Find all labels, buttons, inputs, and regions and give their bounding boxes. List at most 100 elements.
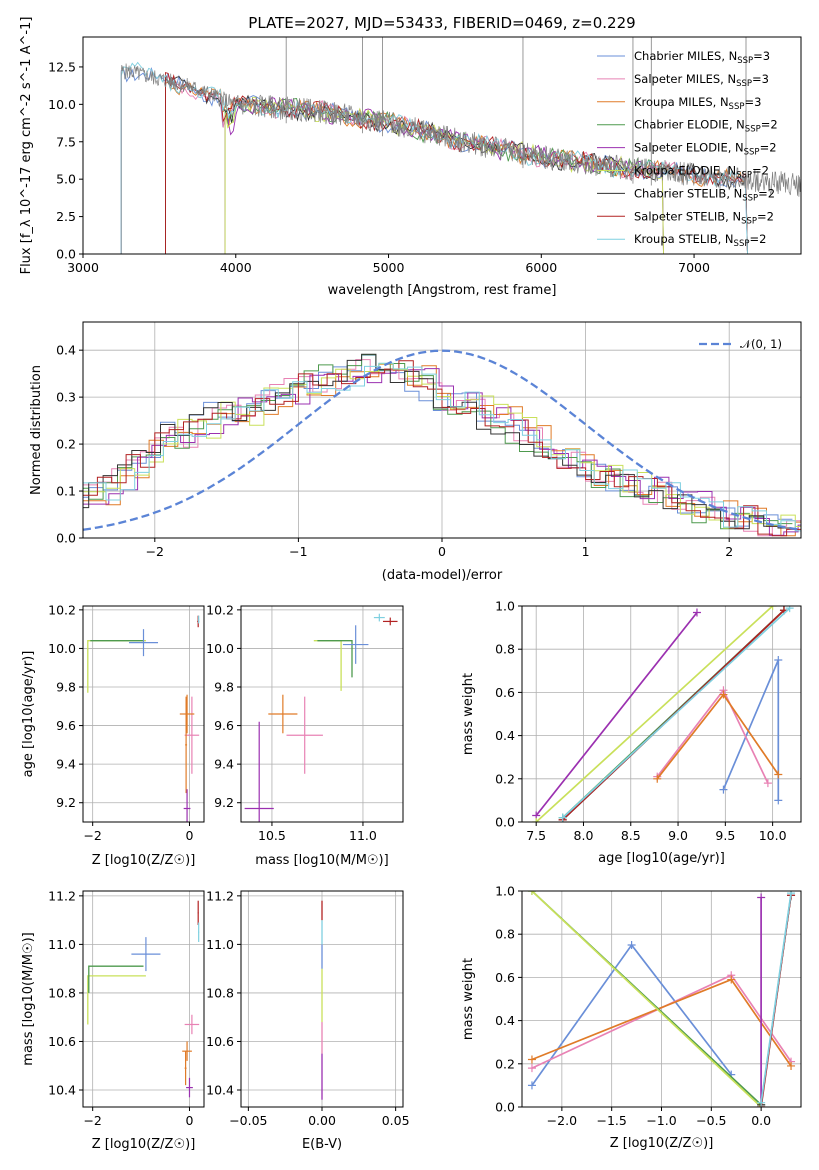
mass-z-ylabel: mass [log10(M/M☉)] [21, 932, 36, 1065]
data-spectrum-line [83, 63, 801, 254]
age-mass-xtick-label: 11.0 [349, 828, 377, 843]
hist-xtick-label: 1 [582, 544, 590, 559]
weight-marker [727, 975, 736, 984]
legend-entry: Salpeter ELODIE, NSSP=2 [634, 141, 777, 158]
error-line [88, 965, 144, 993]
weight-age-xlabel: age [log10(age/yr)] [598, 851, 725, 866]
weight-age-ytick-label: 1.0 [495, 599, 515, 614]
weight-marker [527, 1081, 536, 1090]
mass-ebv-ytick-label: 10.8 [206, 985, 234, 1000]
hist-plot-area [83, 349, 801, 537]
spectrum-ytick-label: 2.5 [56, 209, 76, 224]
weight-z-ytick-label: 0.8 [495, 927, 515, 942]
weight-marker [653, 774, 662, 783]
hist-ytick-label: 0.2 [56, 437, 76, 452]
age-z-xtick-label: −2 [83, 828, 101, 843]
weight-line [531, 891, 762, 1107]
residual-histogram [83, 368, 801, 536]
mass-z-ytick-label: 10.8 [48, 985, 76, 1000]
weight-age-xtick-label: 8.5 [621, 828, 641, 843]
weight-marker [527, 1064, 536, 1073]
weight-marker [768, 606, 777, 610]
weight-marker [757, 893, 766, 902]
spectrum-xtick-label: 6000 [525, 260, 557, 275]
mass-ebv-xtick-label: −0.05 [229, 1113, 267, 1128]
weight-z-xtick-label: −1.5 [596, 1113, 626, 1128]
weight-z-ytick-label: 0.6 [495, 970, 515, 985]
age-mass-ytick-label: 9.8 [214, 680, 234, 695]
spectrum-xtick-label: 3000 [67, 260, 99, 275]
legend-entry: 𝒩(0, 1) [740, 337, 782, 351]
weight-age-xtick-label: 9.0 [668, 828, 688, 843]
age-z-ytick-label: 9.8 [56, 680, 76, 695]
age-mass-ytick-label: 9.2 [214, 795, 234, 810]
weight-z-xtick-label: −2.0 [547, 1113, 577, 1128]
spectrum-ytick-label: 0.0 [56, 247, 76, 262]
legend-entry: Chabrier ELODIE, NSSP=2 [634, 118, 778, 135]
gaussian-curve [83, 349, 801, 531]
hist-xtick-label: 0 [438, 544, 446, 559]
weight-z-ylabel: mass weight [461, 958, 476, 1040]
hist-xlabel: (data-model)/error [382, 568, 503, 583]
mass-ebv-ytick-label: 11.0 [206, 937, 234, 952]
weight-z-plot-area [527, 891, 796, 1107]
age-z-ytick-label: 10.0 [48, 641, 76, 656]
weight-age-ylabel: mass weight [461, 673, 476, 755]
weight-age-ytick-label: 0.2 [495, 771, 515, 786]
spectrum-title: PLATE=2027, MJD=53433, FIBERID=0469, z=0… [248, 14, 635, 32]
hist-xtick-label: −2 [146, 544, 164, 559]
weight-line [535, 611, 698, 817]
spectrum-ytick-label: 10.0 [48, 97, 76, 112]
age-mass-ytick-label: 10.2 [206, 602, 234, 617]
weight-line [535, 606, 774, 822]
hist-ytick-label: 0.0 [56, 531, 76, 546]
legend-entry: Kroupa STELIB, NSSP=2 [634, 232, 766, 249]
model-spectrum-line [222, 97, 669, 254]
weight-marker [763, 779, 772, 788]
weight-marker [787, 1061, 796, 1070]
hist-ytick-label: 0.3 [56, 390, 76, 405]
mass-z-axes [82, 890, 205, 1108]
mass-ebv-xlabel: E(B-V) [302, 1137, 342, 1152]
weight-age-axes [521, 605, 802, 823]
spectrum-ytick-label: 12.5 [48, 59, 76, 74]
weight-line [562, 607, 791, 819]
age-mass-xlabel: mass [log10(M/M☉)] [255, 853, 388, 868]
hist-ytick-label: 0.1 [56, 484, 76, 499]
weight-z-axes [521, 890, 802, 1108]
hist-ylabel: Normed distribution [29, 365, 44, 495]
age-z-xtick-label: 0 [186, 828, 194, 843]
residual-histogram [83, 360, 801, 537]
weight-marker [719, 785, 728, 794]
weight-age-ytick-label: 0.4 [495, 728, 515, 743]
age-z-ylabel: age [log10(age/yr)] [21, 651, 36, 778]
model-spectrum-line [222, 96, 669, 254]
age-mass-plot-area [244, 613, 398, 822]
legend-entry: Kroupa MILES, NSSP=3 [634, 95, 761, 112]
weight-z-xtick-label: 0.0 [751, 1113, 771, 1128]
age-mass-ytick-label: 9.4 [214, 757, 234, 772]
weight-age-ytick-label: 0.8 [495, 642, 515, 657]
weight-age-xtick-label: 7.5 [526, 828, 546, 843]
weight-marker [719, 690, 728, 699]
age-z-ytick-label: 10.2 [48, 602, 76, 617]
error-line [87, 975, 146, 1025]
legend-entry: Kroupa ELODIE, NSSP=2 [634, 164, 769, 181]
age-z-plot-area [87, 615, 200, 822]
mass-ebv-ytick-label: 11.2 [206, 888, 234, 903]
weight-age-ytick-label: 0.6 [495, 685, 515, 700]
weight-line [760, 893, 792, 1103]
weight-marker [774, 770, 783, 779]
weight-marker [785, 606, 794, 613]
mass-z-plot-area [87, 900, 200, 1098]
weight-line [722, 659, 780, 801]
weight-marker [532, 818, 541, 822]
residual-histogram [83, 362, 801, 532]
weight-marker [527, 1055, 536, 1064]
weight-z-ytick-label: 0.0 [495, 1100, 515, 1115]
legend-entry: Salpeter STELIB, NSSP=2 [634, 209, 774, 226]
age-mass-xtick-label: 10.5 [258, 828, 286, 843]
weight-age-xtick-label: 8.0 [574, 828, 594, 843]
age-z-xlabel: Z [log10(Z/Z☉)] [92, 853, 196, 868]
weight-z-xtick-label: −1.0 [646, 1113, 676, 1128]
